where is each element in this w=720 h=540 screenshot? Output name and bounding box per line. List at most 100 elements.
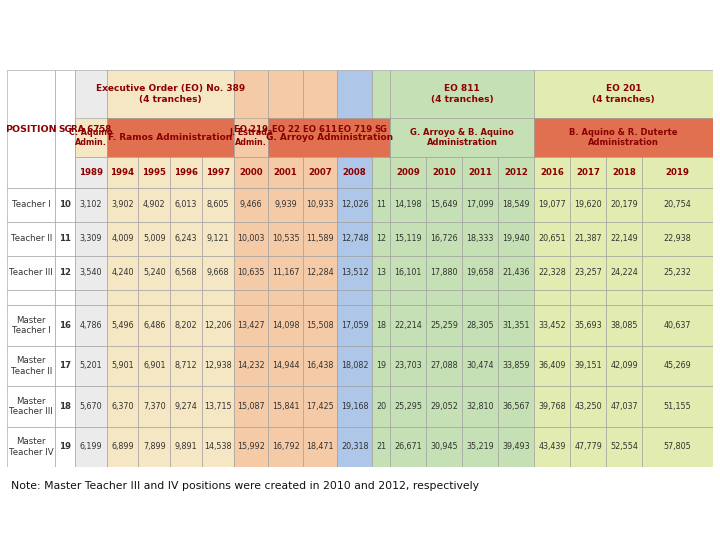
Bar: [202, 427, 234, 467]
Bar: [269, 255, 303, 289]
Bar: [534, 118, 713, 157]
Bar: [170, 222, 202, 255]
Bar: [303, 157, 338, 188]
Text: 1996: 1996: [174, 168, 198, 177]
Bar: [75, 222, 107, 255]
Bar: [642, 255, 713, 289]
Bar: [170, 188, 202, 222]
Text: 12,026: 12,026: [341, 200, 369, 210]
Text: 23,703: 23,703: [395, 361, 422, 370]
Text: 17: 17: [59, 361, 71, 370]
Bar: [303, 289, 338, 305]
Text: EO 811
(4 tranches): EO 811 (4 tranches): [431, 84, 494, 104]
Bar: [426, 386, 462, 427]
Text: 9,466: 9,466: [240, 200, 262, 210]
Bar: [234, 222, 269, 255]
Text: 19,620: 19,620: [575, 200, 602, 210]
Text: 26,671: 26,671: [395, 442, 422, 451]
Text: 22,328: 22,328: [539, 268, 566, 277]
Text: 22,149: 22,149: [611, 234, 638, 243]
Bar: [462, 386, 498, 427]
Bar: [570, 386, 606, 427]
Text: 20,651: 20,651: [539, 234, 566, 243]
Bar: [462, 305, 498, 346]
Bar: [170, 157, 202, 188]
Bar: [426, 289, 462, 305]
Text: 6,013: 6,013: [175, 200, 197, 210]
Bar: [372, 255, 390, 289]
Text: 14,232: 14,232: [237, 361, 265, 370]
Bar: [234, 188, 269, 222]
Bar: [7, 188, 55, 222]
Text: 15,649: 15,649: [431, 200, 458, 210]
Bar: [462, 188, 498, 222]
Bar: [390, 427, 426, 467]
Text: 2012: 2012: [504, 168, 528, 177]
Text: EO 611: EO 611: [303, 125, 337, 133]
Bar: [170, 255, 202, 289]
Bar: [234, 427, 269, 467]
Bar: [498, 346, 534, 386]
Bar: [534, 70, 713, 118]
Text: 6,370: 6,370: [112, 402, 134, 411]
Text: 13: 13: [376, 268, 386, 277]
Bar: [426, 255, 462, 289]
Bar: [642, 305, 713, 346]
Text: 7,370: 7,370: [143, 402, 166, 411]
Bar: [234, 157, 269, 188]
Bar: [390, 188, 426, 222]
Text: Executive Order (EO) No. 389
(4 tranches): Executive Order (EO) No. 389 (4 tranches…: [96, 84, 245, 104]
Bar: [534, 188, 570, 222]
Text: 40,637: 40,637: [664, 321, 691, 330]
Bar: [55, 70, 75, 188]
Text: 17,059: 17,059: [341, 321, 369, 330]
Text: 18,549: 18,549: [503, 200, 530, 210]
Text: 23,257: 23,257: [575, 268, 602, 277]
Bar: [498, 157, 534, 188]
Text: G. Arroyo & B. Aquino
Administration: G. Arroyo & B. Aquino Administration: [410, 127, 514, 147]
Bar: [138, 157, 170, 188]
Bar: [390, 222, 426, 255]
Text: 1997: 1997: [206, 168, 230, 177]
Bar: [107, 427, 138, 467]
Bar: [170, 386, 202, 427]
Text: 9,891: 9,891: [175, 442, 197, 451]
Text: 18: 18: [376, 321, 386, 330]
Bar: [107, 255, 138, 289]
Bar: [55, 222, 75, 255]
Bar: [570, 305, 606, 346]
Bar: [372, 427, 390, 467]
Text: 8,712: 8,712: [175, 361, 197, 370]
Text: 19: 19: [59, 442, 71, 451]
Text: 1995: 1995: [143, 168, 166, 177]
Text: 19,077: 19,077: [539, 200, 566, 210]
Bar: [390, 346, 426, 386]
Text: 21: 21: [376, 442, 386, 451]
Text: 25,295: 25,295: [395, 402, 423, 411]
Text: 15,992: 15,992: [237, 442, 265, 451]
Bar: [606, 188, 642, 222]
Text: 14,098: 14,098: [272, 321, 300, 330]
Bar: [202, 386, 234, 427]
Bar: [338, 289, 372, 305]
Bar: [570, 255, 606, 289]
Bar: [462, 255, 498, 289]
Bar: [338, 157, 372, 188]
Text: 2009: 2009: [397, 168, 420, 177]
Bar: [138, 386, 170, 427]
Bar: [570, 346, 606, 386]
Bar: [7, 386, 55, 427]
Text: Master
Teacher IV: Master Teacher IV: [9, 437, 53, 456]
Bar: [426, 305, 462, 346]
Bar: [338, 346, 372, 386]
Text: Master
Teacher II: Master Teacher II: [11, 356, 52, 376]
Bar: [462, 427, 498, 467]
Bar: [107, 188, 138, 222]
Text: 3,309: 3,309: [80, 234, 102, 243]
Bar: [202, 255, 234, 289]
Bar: [303, 188, 338, 222]
Bar: [390, 255, 426, 289]
Bar: [498, 427, 534, 467]
Bar: [75, 157, 107, 188]
Bar: [202, 305, 234, 346]
